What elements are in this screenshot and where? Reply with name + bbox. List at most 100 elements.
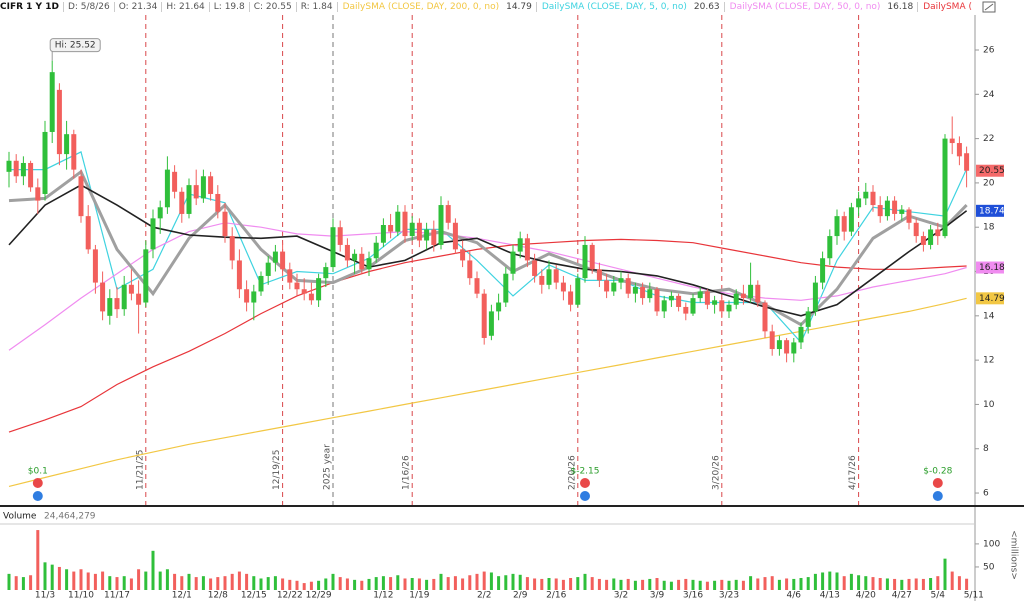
volume-bar [842, 576, 846, 590]
y-tick-label: 26 [983, 46, 995, 56]
volume-bar [216, 577, 220, 590]
candle-body [409, 222, 415, 237]
volume-bar [957, 576, 961, 590]
header-item: L: 19.8 [209, 2, 250, 12]
candle-body [568, 291, 574, 305]
y-tick-label: 8 [983, 444, 989, 454]
header: CIFR 1 Y 1D D: 5/8/26 O: 21.34 H: 21.64 L: 1… [0, 0, 972, 15]
candle-body [661, 300, 667, 312]
candle-body [647, 289, 653, 299]
volume-bar [770, 576, 774, 590]
candle-body [884, 200, 890, 217]
volume-bar [425, 579, 429, 590]
candle-body [611, 282, 617, 292]
candle-body [373, 242, 379, 259]
volume-bar [533, 578, 537, 590]
candle-body [539, 275, 545, 285]
volume-bar [741, 580, 745, 590]
volume-bar [597, 578, 601, 590]
candle-body [719, 300, 725, 312]
x-tick-label: 12/22 [277, 591, 303, 601]
volume-bar [929, 578, 933, 590]
volume-bar [187, 573, 191, 590]
volume-bar [684, 578, 688, 590]
candle-body [582, 244, 588, 279]
candle-body [740, 293, 746, 299]
volume-bar [381, 576, 385, 590]
candle-body [316, 278, 322, 301]
candle-body [78, 176, 84, 217]
volume-bar [907, 578, 911, 590]
volume-bar [965, 578, 969, 590]
candle-body [827, 236, 833, 259]
price-tag [976, 204, 1004, 217]
candle-body [805, 311, 811, 327]
candle-body [280, 251, 286, 270]
volume-bar [828, 571, 832, 590]
volume-bar [230, 573, 234, 590]
volume-bar [900, 579, 904, 590]
volume-bar [857, 575, 861, 590]
candle-body [431, 229, 437, 245]
volume-bar [849, 573, 853, 590]
volume-bar [691, 579, 695, 590]
volume-bar [705, 581, 709, 590]
event-icon [580, 491, 590, 501]
event-label: $-2.15 [570, 467, 599, 477]
volume-bar [482, 571, 486, 590]
y-tick-label: 22 [983, 134, 994, 144]
price-tag-label: 20.55 [979, 166, 1005, 176]
volume-bar [43, 562, 47, 590]
volume-bar [633, 580, 637, 590]
volume-bar [295, 580, 299, 590]
volume-bar [576, 577, 580, 590]
x-tick-label: 11/3 [35, 591, 55, 601]
volume-bar [561, 579, 565, 590]
volume-bar [864, 576, 868, 590]
volume-bar [749, 576, 753, 590]
volume-bar [871, 577, 875, 590]
volume-bar [36, 530, 40, 590]
volume-bar [201, 576, 205, 590]
window-icon[interactable] [982, 1, 996, 13]
volume-tick-label: 50 [983, 562, 995, 572]
volume-bar [309, 581, 313, 590]
candle-body [236, 260, 242, 290]
y-tick-label: 20 [983, 178, 995, 188]
candle-body [870, 191, 876, 206]
candle-body [35, 187, 41, 201]
x-tick-label: 2/16 [546, 591, 566, 601]
candle-body [546, 269, 552, 285]
candle-body [143, 249, 149, 303]
candle-body [481, 293, 487, 338]
x-tick-label: 12/1 [172, 591, 192, 601]
header-item: DailySMA (CLOSE, DAY, 100, 0, no) [923, 2, 972, 12]
volume-bar [317, 580, 321, 590]
volume-bar [144, 571, 148, 590]
y-tick-label: 6 [983, 489, 989, 499]
y-tick-label: 10 [983, 400, 995, 410]
earnings-icon [32, 478, 43, 488]
candle-body [683, 306, 689, 314]
volume-bar [777, 579, 781, 590]
volume-bar [50, 564, 54, 590]
volume-bar [345, 578, 349, 590]
candle-body [467, 260, 473, 279]
candle-body [56, 89, 62, 155]
volume-bar [453, 576, 457, 590]
event-icon [32, 491, 43, 501]
candle-body [488, 311, 494, 336]
date-marker-label: 3/20/26 [711, 455, 721, 490]
volume-bar [813, 573, 817, 590]
event-label: $-0.28 [923, 467, 952, 477]
candle-body [942, 138, 948, 237]
candle-body [416, 222, 422, 241]
candle-body [755, 284, 761, 303]
candle-body [589, 244, 595, 270]
volume-bar [180, 576, 184, 590]
candle-body [150, 218, 156, 250]
price-tag-label: 18.74 [979, 206, 1005, 216]
volume-bar [79, 569, 83, 590]
volume-bar [511, 573, 515, 590]
symbol[interactable]: CIFR 1 Y 1D [0, 2, 64, 12]
